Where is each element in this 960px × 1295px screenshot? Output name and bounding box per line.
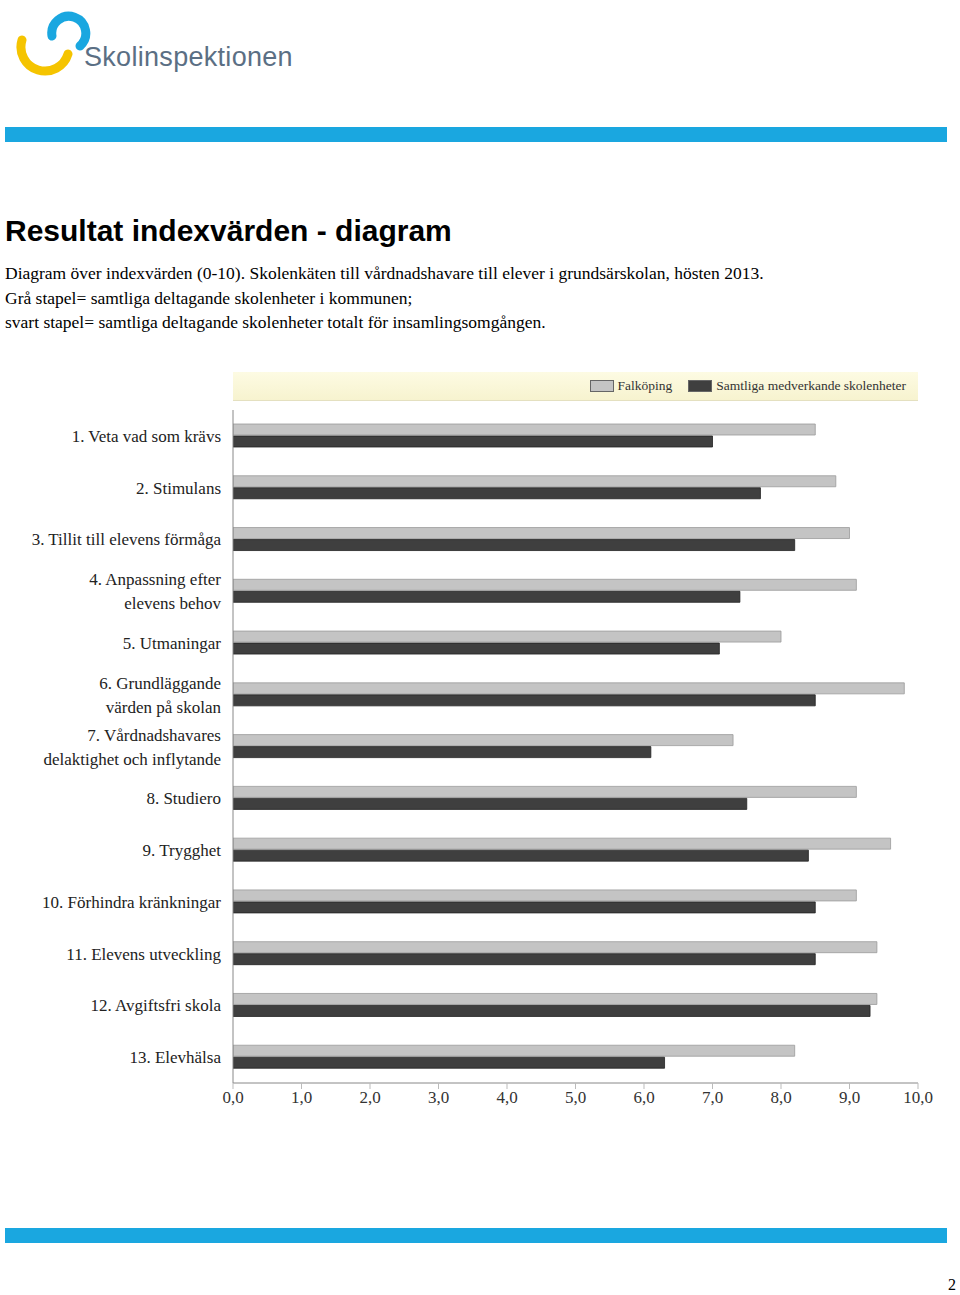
- svg-text:9,0: 9,0: [839, 1088, 860, 1107]
- html-text:Diagram över indexvärden (0-10: Diagram över indexvärden (0-10). Skolenk…: [5, 263, 764, 283]
- svg-text:1,0: 1,0: [291, 1088, 312, 1107]
- svg-text:3. Tillit till elevens förmåga: 3. Tillit till elevens förmåga: [32, 530, 222, 549]
- svg-text:3,0: 3,0: [428, 1088, 449, 1107]
- svg-text:5. Utmaningar: 5. Utmaningar: [123, 634, 222, 653]
- svg-text:2,0: 2,0: [359, 1088, 380, 1107]
- svg-text:6. Grundläggandevärden på skol: 6. Grundläggandevärden på skolan: [99, 674, 221, 717]
- svg-text:4,0: 4,0: [496, 1088, 517, 1107]
- svg-text:12. Avgiftsfri skola: 12. Avgiftsfri skola: [91, 996, 222, 1015]
- svg-text:1. Veta vad som krävs: 1. Veta vad som krävs: [72, 427, 221, 446]
- svg-text:8,0: 8,0: [770, 1088, 791, 1107]
- svg-text:6,0: 6,0: [633, 1088, 654, 1107]
- html-text:Samtliga medverkande skolenhet: Samtliga medverkande skolenheter: [716, 378, 906, 393]
- svg-text:5,0: 5,0: [565, 1088, 586, 1107]
- svg-text:7,0: 7,0: [702, 1088, 723, 1107]
- html-text:Skolinspektionen: Skolinspektionen: [84, 42, 293, 72]
- svg-text:10,0: 10,0: [903, 1088, 933, 1107]
- svg-text:10. Förhindra kränkningar: 10. Förhindra kränkningar: [42, 893, 221, 912]
- svg-text:4. Anpassning efterelevens beh: 4. Anpassning efterelevens behov: [89, 570, 221, 613]
- html-text:2: 2: [948, 1276, 956, 1293]
- html-text:Grå stapel= samtliga deltagand: Grå stapel= samtliga deltagande skolenhe…: [5, 287, 413, 308]
- svg-text:7. Vårdnadshavaresdelaktighet: 7. Vårdnadshavaresdelaktighet och inflyt…: [44, 726, 222, 769]
- svg-text:13. Elevhälsa: 13. Elevhälsa: [129, 1048, 221, 1067]
- svg-text:8. Studiero: 8. Studiero: [146, 789, 221, 808]
- html-text:Falköping: Falköping: [617, 378, 673, 393]
- svg-text:9. Trygghet: 9. Trygghet: [143, 841, 222, 860]
- svg-text:0,0: 0,0: [222, 1088, 243, 1107]
- html-text:svart stapel= samtliga deltaga: svart stapel= samtliga deltagande skolen…: [5, 312, 546, 332]
- svg-text:2. Stimulans: 2. Stimulans: [136, 479, 221, 498]
- html-text:Resultat indexvärden - diagram: Resultat indexvärden - diagram: [5, 214, 452, 247]
- svg-text:11. Elevens utveckling: 11. Elevens utveckling: [66, 945, 221, 964]
